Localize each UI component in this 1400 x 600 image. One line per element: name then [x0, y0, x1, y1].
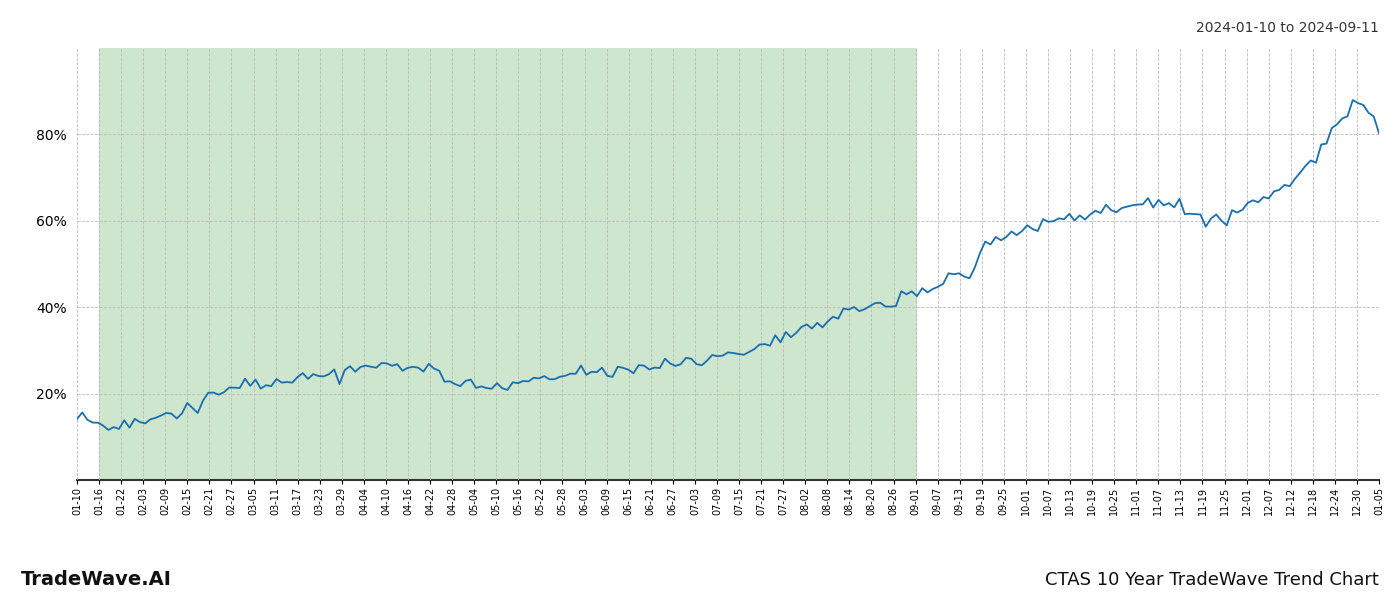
- Text: TradeWave.AI: TradeWave.AI: [21, 570, 172, 589]
- Bar: [99, 48, 916, 480]
- Text: 2024-01-10 to 2024-09-11: 2024-01-10 to 2024-09-11: [1196, 21, 1379, 35]
- Text: CTAS 10 Year TradeWave Trend Chart: CTAS 10 Year TradeWave Trend Chart: [1046, 571, 1379, 589]
